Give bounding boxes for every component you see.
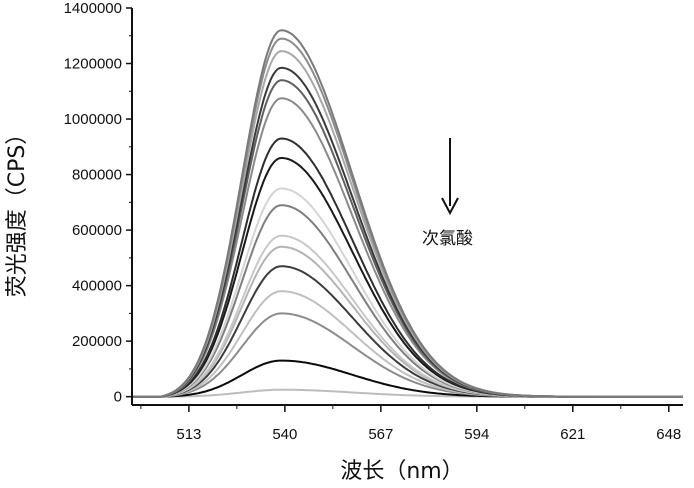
- x-tick-label: 513: [176, 426, 201, 443]
- x-tick-label: 567: [368, 426, 393, 443]
- ticks-layer: 0 200000 400000 600000 800000 1000000 1200000 1…: [64, 0, 682, 443]
- y-axis-title: 荧光强度（CPS）: [5, 123, 30, 298]
- x-axis-title: 波长（nm）: [340, 459, 463, 484]
- series-line-17: [132, 388, 683, 398]
- y-tick-label: 0: [114, 389, 122, 406]
- y-tick-label: 200000: [72, 333, 122, 350]
- annotation-arrow-head: [441, 197, 459, 216]
- x-tick-label: 594: [464, 426, 489, 443]
- x-tick-label: 648: [656, 426, 681, 443]
- y-tick-label: 1200000: [64, 56, 122, 73]
- series-layer: [132, 29, 683, 398]
- y-tick-label: 800000: [72, 167, 122, 184]
- series-line-1: [132, 29, 683, 398]
- y-tick-label: 600000: [72, 222, 122, 239]
- x-tick-label: 621: [560, 426, 585, 443]
- y-tick-label: 1000000: [64, 111, 122, 128]
- y-tick-label: 400000: [72, 278, 122, 295]
- x-tick-label: 540: [272, 426, 297, 443]
- y-tick-label: 1400000: [64, 0, 122, 17]
- annotation-label: 次氯酸: [422, 229, 473, 249]
- axes-layer: [131, 8, 683, 406]
